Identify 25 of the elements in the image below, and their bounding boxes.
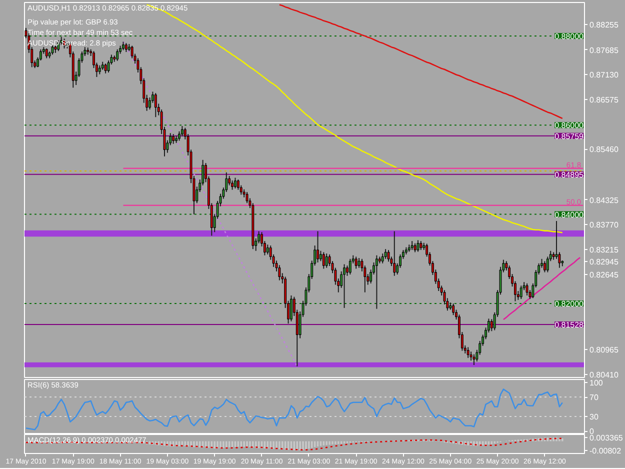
- y-tick-label: 0.87685: [590, 46, 619, 55]
- y-tick-label: 0.80410: [590, 370, 619, 380]
- ref-line-label: 0.85759: [554, 132, 584, 141]
- y-tick-label: 0.003365: [590, 434, 624, 442]
- y-tick-label: -0.00802: [590, 446, 622, 456]
- ref-line-label: 0.82000: [554, 299, 584, 308]
- y-tick-label: 0.82645: [590, 270, 619, 280]
- y-tick-label: 0.87130: [590, 70, 619, 80]
- y-tick-label: 0.84325: [590, 196, 619, 205]
- y-tick-label: 70: [590, 393, 599, 402]
- y-tick-label: 0.83215: [590, 245, 619, 254]
- y-tick-label: 0.82945: [590, 257, 619, 266]
- y-tick-label: 30: [590, 412, 599, 422]
- y-tick-label: 0.85460: [590, 145, 619, 154]
- ref-line-label: 0.81528: [554, 320, 584, 330]
- ref-line-label: 0.88000: [554, 32, 584, 41]
- y-tick-label: 0.80965: [590, 346, 619, 355]
- y-tick-label: 0.88255: [590, 20, 619, 30]
- ref-line-label: 0.84895: [554, 170, 584, 180]
- ref-line-label: 0.86000: [554, 121, 584, 130]
- y-tick-label: 0.86575: [590, 95, 619, 104]
- y-tick-label: 0.83770: [590, 220, 619, 230]
- y-tick-label: 100: [590, 378, 604, 388]
- ref-line-label: 0.84000: [554, 210, 584, 220]
- y-tick-label: 0: [590, 427, 594, 436]
